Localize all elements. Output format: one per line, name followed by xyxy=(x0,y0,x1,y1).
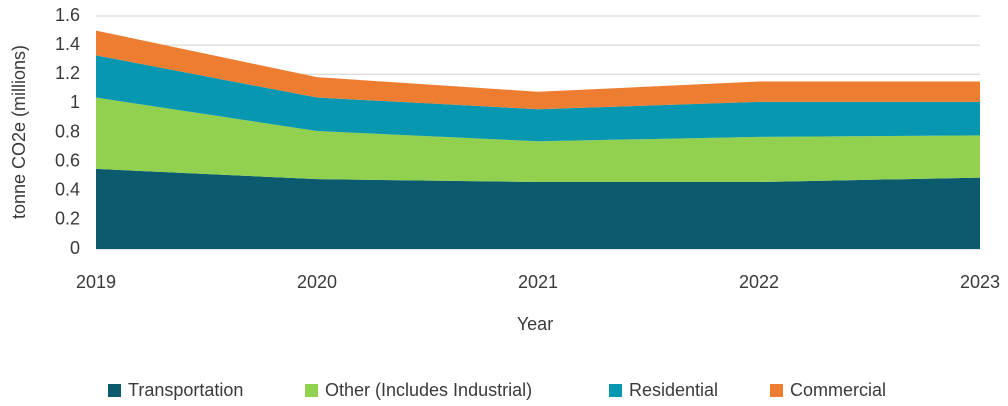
y-tick-label: 1 xyxy=(70,92,80,112)
legend-swatch xyxy=(305,384,318,397)
legend-label: Commercial xyxy=(790,380,886,400)
area xyxy=(96,55,980,142)
x-tick-label: 2022 xyxy=(739,272,779,292)
y-tick-label: 1.6 xyxy=(55,5,80,25)
x-tick-label: 2020 xyxy=(297,272,337,292)
y-tick-label: 0 xyxy=(70,238,80,258)
y-tick-label: 0.8 xyxy=(55,121,80,141)
legend-swatch xyxy=(108,384,121,397)
legend-swatch xyxy=(770,384,783,397)
legend-label: Other (Includes Industrial) xyxy=(325,380,532,400)
y-axis-label: tonne CO2e (millions) xyxy=(9,45,29,219)
area xyxy=(96,97,980,183)
legend-swatch xyxy=(609,384,622,397)
area xyxy=(96,168,980,249)
x-axis-label: Year xyxy=(517,314,553,334)
y-tick-label: 0.2 xyxy=(55,209,80,229)
x-tick-label: 2019 xyxy=(76,272,116,292)
y-tick-label: 0.4 xyxy=(55,180,80,200)
y-tick-label: 0.6 xyxy=(55,150,80,170)
y-tick-label: 1.2 xyxy=(55,63,80,83)
x-tick-label: 2021 xyxy=(518,272,558,292)
legend-label: Residential xyxy=(629,380,718,400)
y-tick-label: 1.4 xyxy=(55,34,80,54)
area xyxy=(96,30,980,110)
legend-label: Transportation xyxy=(128,380,243,400)
x-tick-label: 2023 xyxy=(960,272,1000,292)
